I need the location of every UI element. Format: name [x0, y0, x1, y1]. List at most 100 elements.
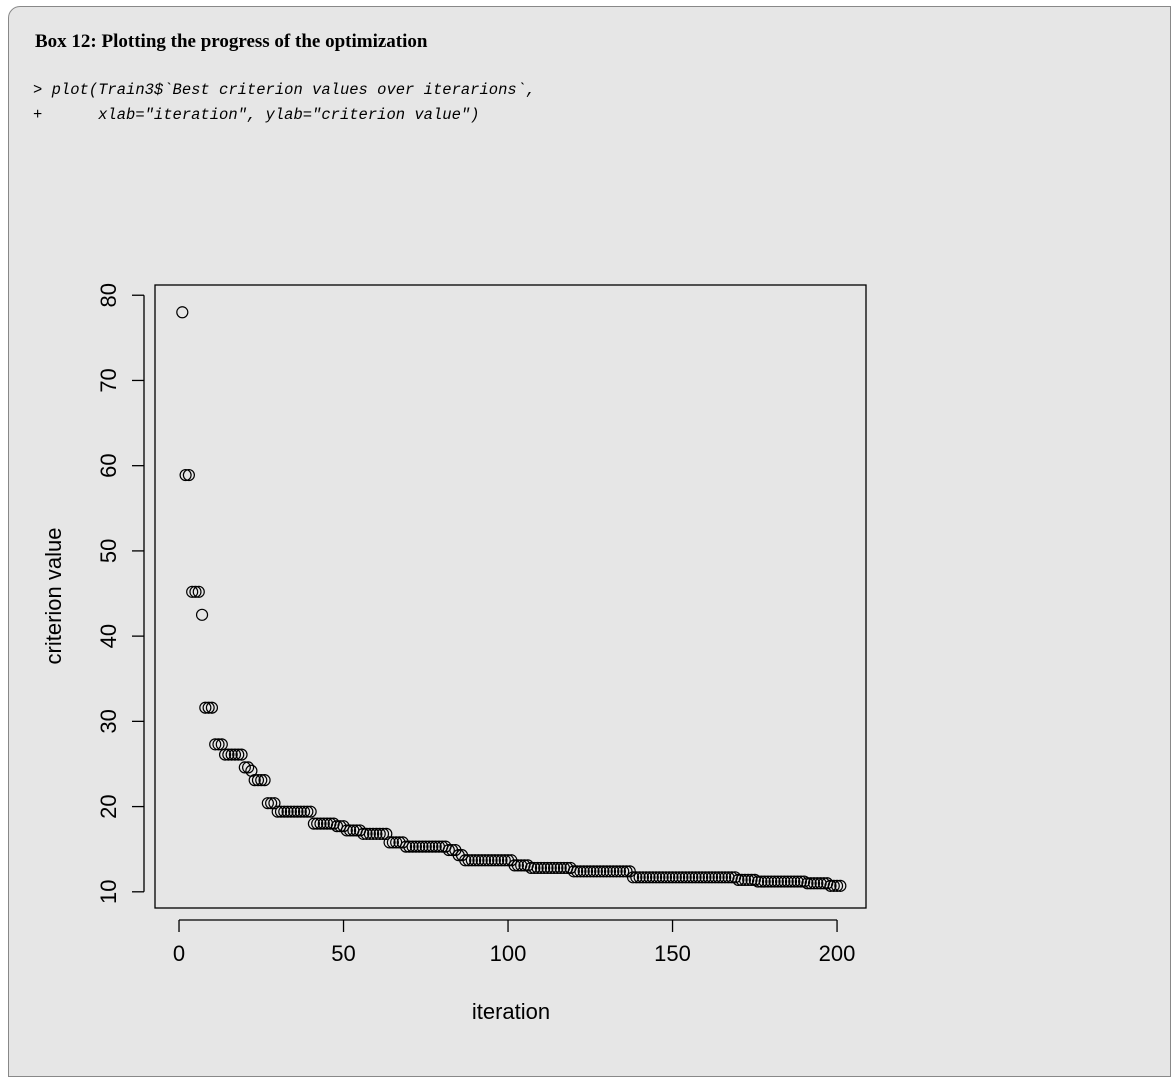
point — [403, 840, 416, 853]
point — [311, 817, 324, 830]
point — [422, 840, 436, 853]
y-tick-label: 20 — [96, 794, 121, 818]
y-tick-label: 60 — [96, 453, 121, 477]
point — [357, 827, 370, 840]
point — [824, 879, 837, 892]
point — [485, 854, 498, 867]
point — [205, 701, 219, 714]
point — [189, 585, 202, 598]
code-line: > plot(Train3$`Best criterion values ove… — [33, 81, 536, 99]
point — [742, 873, 755, 886]
x-tick-label: 150 — [654, 941, 691, 966]
point — [406, 840, 419, 853]
point — [580, 865, 594, 878]
point — [538, 861, 551, 875]
point — [554, 861, 567, 875]
point — [235, 748, 248, 761]
point — [212, 738, 225, 751]
point — [712, 871, 725, 884]
point — [577, 865, 590, 878]
point — [294, 805, 307, 818]
point — [363, 827, 376, 840]
point — [383, 836, 396, 849]
y-tick-label: 30 — [96, 709, 121, 733]
point — [524, 861, 538, 875]
point — [232, 748, 245, 761]
point — [544, 861, 557, 875]
point — [314, 817, 327, 830]
point — [551, 861, 564, 875]
point — [478, 854, 492, 867]
point — [699, 871, 712, 884]
point — [413, 840, 426, 853]
point — [472, 854, 485, 867]
point — [617, 865, 630, 878]
point — [396, 836, 409, 849]
point — [719, 871, 732, 884]
point — [370, 827, 383, 840]
point — [709, 871, 722, 884]
y-tick-label: 70 — [96, 368, 121, 392]
point — [587, 865, 600, 878]
y-tick-label: 10 — [96, 880, 121, 904]
point — [297, 805, 311, 818]
point — [469, 854, 482, 867]
point — [761, 875, 775, 888]
point — [663, 871, 676, 884]
point — [222, 748, 235, 761]
point — [643, 871, 656, 884]
box-title: Box 12: Plotting the progress of the opt… — [35, 31, 428, 52]
point — [390, 836, 403, 849]
point — [258, 774, 271, 787]
point — [607, 865, 620, 878]
point — [547, 861, 561, 875]
point — [511, 859, 525, 872]
point — [834, 879, 847, 892]
point — [307, 817, 321, 830]
point — [176, 306, 189, 319]
point — [534, 861, 548, 875]
point — [393, 836, 406, 849]
point — [778, 875, 791, 888]
point — [228, 748, 242, 761]
point — [600, 865, 613, 878]
point — [679, 871, 692, 884]
point — [380, 827, 393, 840]
point — [830, 879, 844, 892]
point — [360, 827, 373, 840]
point — [673, 871, 686, 884]
point — [696, 871, 709, 884]
x-tick-label: 100 — [490, 941, 527, 966]
point — [765, 875, 778, 888]
point — [179, 468, 192, 482]
point — [367, 827, 380, 840]
point — [735, 873, 748, 886]
point — [827, 879, 840, 892]
point — [498, 854, 511, 867]
point — [689, 871, 702, 884]
point — [653, 871, 666, 884]
point — [508, 859, 521, 872]
point — [775, 875, 788, 888]
point — [528, 861, 541, 875]
point — [186, 585, 199, 598]
point — [755, 875, 768, 888]
point — [465, 854, 478, 867]
point — [278, 805, 291, 818]
y-tick-label: 40 — [96, 624, 121, 648]
point — [745, 873, 758, 886]
point — [199, 701, 212, 714]
point — [426, 840, 439, 853]
point — [330, 820, 344, 833]
point — [386, 836, 399, 849]
point — [482, 854, 495, 867]
y-tick-label: 80 — [96, 283, 121, 307]
point — [768, 875, 781, 888]
point — [225, 748, 238, 761]
point — [659, 871, 673, 884]
point — [676, 871, 689, 884]
point — [656, 871, 669, 884]
point — [702, 871, 715, 884]
point — [284, 805, 297, 818]
